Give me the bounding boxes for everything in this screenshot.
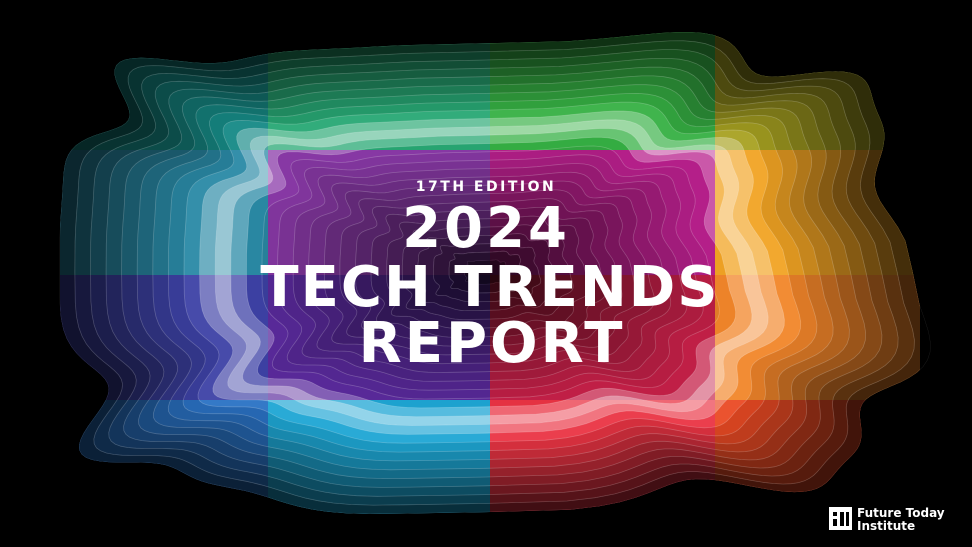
ring	[339, 189, 639, 356]
edition: 17TH EDITION	[416, 179, 556, 195]
ring	[152, 84, 834, 462]
wave-rings	[59, 32, 931, 514]
ring	[292, 163, 688, 382]
ring	[214, 119, 769, 426]
title-line: 2024	[402, 196, 570, 261]
ring	[277, 154, 704, 391]
logo-text: Institute	[857, 519, 915, 533]
logo-text: Future Today	[857, 506, 945, 520]
ring	[121, 66, 867, 480]
ring	[230, 128, 753, 418]
ring	[136, 75, 850, 471]
ring	[323, 180, 655, 365]
ring	[90, 49, 899, 497]
title-line: TECH TRENDS	[260, 255, 719, 320]
ring	[183, 101, 802, 444]
logo: Future Today Institute	[829, 506, 945, 533]
title-line: REPORT	[359, 311, 626, 376]
ring	[464, 260, 509, 285]
ring	[261, 145, 720, 400]
ring	[355, 198, 623, 347]
ring	[308, 171, 672, 373]
ring	[167, 92, 818, 453]
ring	[105, 58, 883, 488]
ring	[245, 136, 737, 409]
